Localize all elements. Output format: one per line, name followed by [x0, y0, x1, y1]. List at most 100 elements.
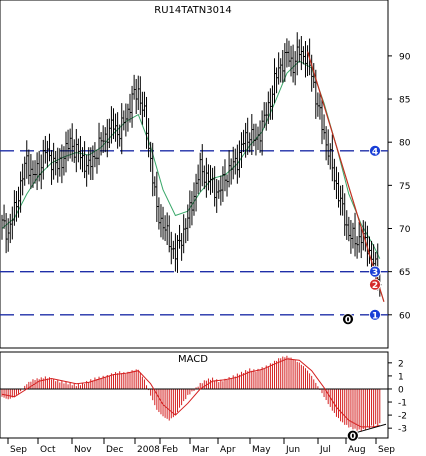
- price-bar: [340, 185, 343, 216]
- price-bar: [282, 50, 285, 83]
- price-bar: [156, 171, 159, 222]
- price-bar: [84, 141, 87, 179]
- price-bar: [172, 240, 175, 259]
- price-bar: [3, 204, 6, 229]
- price-bar: [288, 40, 291, 67]
- price-tick-label: 90: [399, 52, 411, 62]
- price-bar: [276, 67, 279, 94]
- price-bar: [294, 51, 297, 86]
- price-bar: [189, 190, 192, 229]
- macd-tick-label: -3: [398, 425, 407, 435]
- price-bar: [18, 186, 21, 218]
- price-bar: [38, 150, 41, 182]
- macd-divergence: 0: [346, 423, 387, 442]
- price-bar: [46, 140, 50, 168]
- macd-title: MACD: [178, 354, 208, 365]
- marker-2: 2: [369, 278, 381, 291]
- price-bar: [199, 152, 202, 192]
- price-bar: [57, 147, 60, 183]
- price-bar: [224, 159, 227, 192]
- price-bar: [44, 135, 47, 164]
- price-bar: [11, 206, 14, 240]
- price-bar: [53, 142, 56, 180]
- price-bar: [13, 190, 16, 226]
- price-y-axis: 60 65 70 75 80 85 90: [388, 52, 411, 321]
- price-bar: [98, 122, 101, 166]
- price-bar: [325, 126, 328, 161]
- price-bar: [218, 180, 221, 199]
- trendline-segment: [306, 51, 385, 303]
- price-bar: [203, 165, 206, 190]
- price-bar: [69, 128, 72, 159]
- price-bar: [183, 214, 186, 254]
- price-bar: [119, 124, 122, 147]
- x-tick-label: Feb: [162, 445, 178, 455]
- price-bar: [319, 91, 322, 120]
- price-bar: [92, 145, 95, 180]
- price-bar: [358, 221, 361, 253]
- price-bar: [106, 119, 109, 158]
- x-axis: Sep Oct Nov Dec 2008 Feb Mar Apr May Jun Jul Aug Sep: [7, 438, 395, 455]
- price-bar: [150, 141, 153, 172]
- price-bar: [346, 210, 349, 240]
- price-bar: [255, 123, 258, 156]
- price-bar: [88, 147, 91, 175]
- price-bar: [222, 166, 225, 202]
- price-bar: [170, 231, 173, 265]
- price-bar: [48, 133, 52, 162]
- price-bar: [26, 140, 29, 179]
- price-bar: [185, 218, 188, 244]
- svg-text:1: 1: [372, 311, 378, 321]
- price-bar: [331, 134, 334, 182]
- price-bar: [195, 173, 198, 212]
- svg-text:0: 0: [345, 316, 351, 326]
- price-bar: [265, 102, 268, 131]
- chart-title: RU14TATN3014: [154, 5, 231, 16]
- price-bar: [139, 76, 142, 116]
- price-bar: [1, 214, 4, 240]
- price-bar: [243, 129, 246, 153]
- price-bar: [20, 171, 23, 213]
- price-bar: [286, 38, 289, 68]
- price-bar: [28, 149, 31, 185]
- price-bar: [104, 127, 107, 153]
- price-bar: [129, 93, 132, 123]
- price-bar: [360, 226, 363, 259]
- price-bar: [220, 175, 223, 206]
- price-bar: [342, 184, 345, 216]
- price-bar: [249, 132, 252, 153]
- price-bar: [75, 128, 78, 173]
- price-bar: [323, 114, 326, 140]
- x-tick-label: Sep: [378, 445, 395, 455]
- price-bar: [22, 163, 25, 196]
- price-bar: [148, 118, 151, 158]
- price-tick-label: 60: [399, 311, 411, 321]
- price-bar: [36, 152, 39, 191]
- price-bar: [100, 132, 103, 156]
- svg-text:0: 0: [350, 432, 356, 442]
- macd-signal-line: [1, 358, 380, 428]
- price-bar: [234, 148, 237, 175]
- price-bars-series: [1, 32, 382, 297]
- price-bar: [32, 160, 35, 188]
- price-bar: [90, 147, 93, 181]
- macd-signal-series: [1, 358, 380, 428]
- price-bar: [257, 126, 260, 151]
- level-marker-3: 3: [369, 265, 381, 278]
- price-bar: [125, 103, 128, 137]
- macd-pane-frame: [0, 351, 389, 439]
- price-pane-frame: [0, 0, 389, 349]
- svg-text:2: 2: [372, 281, 378, 291]
- price-bar: [123, 110, 126, 131]
- price-bar: [67, 129, 70, 162]
- price-bar: [329, 143, 332, 170]
- price-bar: [356, 236, 359, 259]
- price-bar: [321, 98, 324, 145]
- price-bar: [51, 149, 54, 185]
- price-bar: [284, 43, 287, 82]
- price-bar: [304, 41, 308, 78]
- price-bar: [96, 149, 99, 174]
- price-bar: [364, 221, 367, 252]
- price-bar: [164, 215, 167, 242]
- price-bar: [102, 125, 105, 153]
